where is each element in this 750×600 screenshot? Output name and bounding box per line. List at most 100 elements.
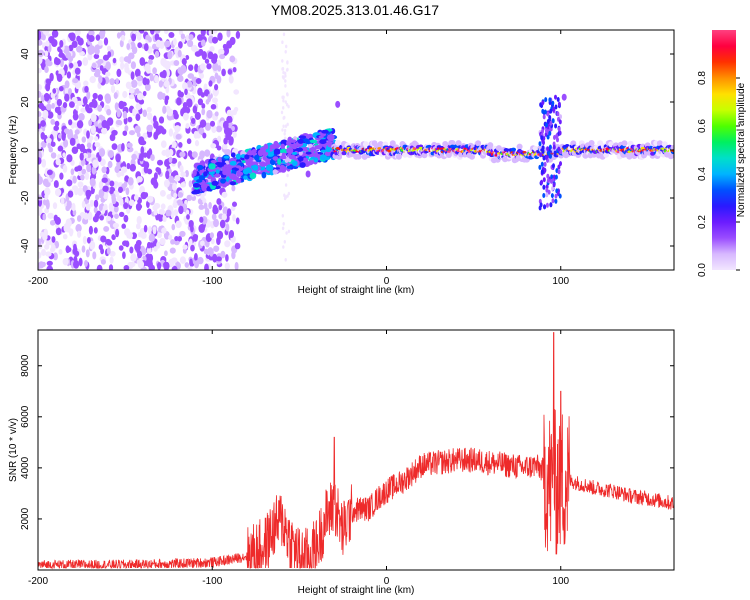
heatmap-cell [103,225,110,232]
heatmap-cell [57,153,61,160]
heatmap-cell [588,140,595,146]
heatmap-cell [38,30,42,37]
heatmap-cell [116,195,123,202]
colorbar-tick-label: 0.0 [697,263,708,277]
heatmap-cell [48,146,54,153]
heatmap-cell [285,68,289,72]
heatmap-cell [67,131,74,140]
heatmap-cell [211,56,218,64]
heatmap-cell [194,63,199,73]
heatmap-cell [123,62,129,69]
heatmap-cell [49,220,56,226]
heatmap-cell [142,152,148,158]
heatmap-cell [219,219,226,229]
heatmap-cell [226,109,233,117]
heatmap-cell [192,233,199,240]
heatmap-cell [284,71,287,76]
heatmap-cell [207,93,212,103]
heatmap-cell [140,191,148,200]
heatmap-cell [158,80,164,88]
heatmap-cell [172,182,177,191]
y-tick-label: 20 [20,96,31,108]
heatmap-cell [76,230,82,238]
heatmap-cell [174,125,181,133]
heatmap-cell [554,104,558,110]
heatmap-cell [197,87,203,96]
heatmap-cell [202,132,207,139]
heatmap-cell [79,51,86,57]
heatmap-cell [160,140,167,149]
heatmap-cell [159,190,166,197]
heatmap-cell [210,159,218,164]
heatmap-cell [163,80,170,88]
heatmap-cell [53,125,59,131]
heatmap-cell [45,251,52,257]
heatmap-cell [545,122,548,128]
heatmap-cell [76,45,83,53]
heatmap-cell [158,208,165,215]
heatmap-cell [196,164,204,171]
heatmap-cell [190,244,195,252]
heatmap-cell [495,145,502,152]
heatmap-cell [146,208,152,215]
heatmap-cell [136,215,142,225]
heatmap-cell [109,133,116,142]
heatmap-cell [279,148,288,154]
heatmap-cell [259,161,266,167]
heatmap-cell [81,245,86,253]
heatmap-cell [147,226,153,235]
heatmap-cell [47,44,52,53]
heatmap-cell [83,80,89,87]
heatmap-cell [284,84,287,88]
heatmap-cell [90,113,97,123]
heatmap-cell [283,132,286,136]
heatmap-cell [154,75,160,83]
heatmap-cell [38,238,42,247]
heatmap-cell [199,63,206,71]
colorbar-tick-label: 0.8 [697,71,708,85]
heatmap-cell [235,177,242,184]
heatmap-cell [547,189,551,195]
heatmap-cell [227,68,233,75]
heatmap-cell [238,171,244,176]
heatmap-cell [203,202,208,210]
heatmap-cell [212,253,218,263]
heatmap-cell [204,58,210,64]
heatmap-cell [156,261,162,270]
heatmap-cell [180,64,187,74]
heatmap-cell [199,119,207,128]
heatmap-cell [389,140,396,147]
heatmap-cell [163,179,170,188]
heatmap-cell [117,186,124,193]
heatmap-cell [187,266,193,270]
heatmap-cell [208,163,216,170]
heatmap-cell [138,98,145,105]
heatmap-cell [113,92,118,100]
heatmap-cell [89,177,96,187]
heatmap-cell [182,244,188,250]
heatmap-cell [73,243,77,251]
heatmap-cell [129,163,137,172]
heatmap-cell [85,104,90,112]
heatmap-cell [538,205,542,211]
heatmap-cell [114,213,119,219]
heatmap-cell [229,181,237,186]
heatmap-cell [107,149,114,159]
heatmap-cell [277,158,282,165]
heatmap-cell [265,148,270,153]
heatmap-cell [281,226,285,231]
heatmap-cell [549,202,553,208]
heatmap-cell [540,169,544,175]
heatmap-cell [59,58,64,68]
heatmap-cell [210,104,217,110]
heatmap-cell [553,150,557,156]
heatmap-cell [233,89,240,95]
heatmap-cell [150,30,155,35]
heatmap-cell [130,79,138,88]
heatmap-cell [228,229,235,239]
heatmap-cell [319,154,328,161]
heatmap-cell [540,135,544,141]
heatmap-cell [98,180,104,190]
heatmap-cell [92,215,99,223]
heatmap-cell [86,130,90,139]
